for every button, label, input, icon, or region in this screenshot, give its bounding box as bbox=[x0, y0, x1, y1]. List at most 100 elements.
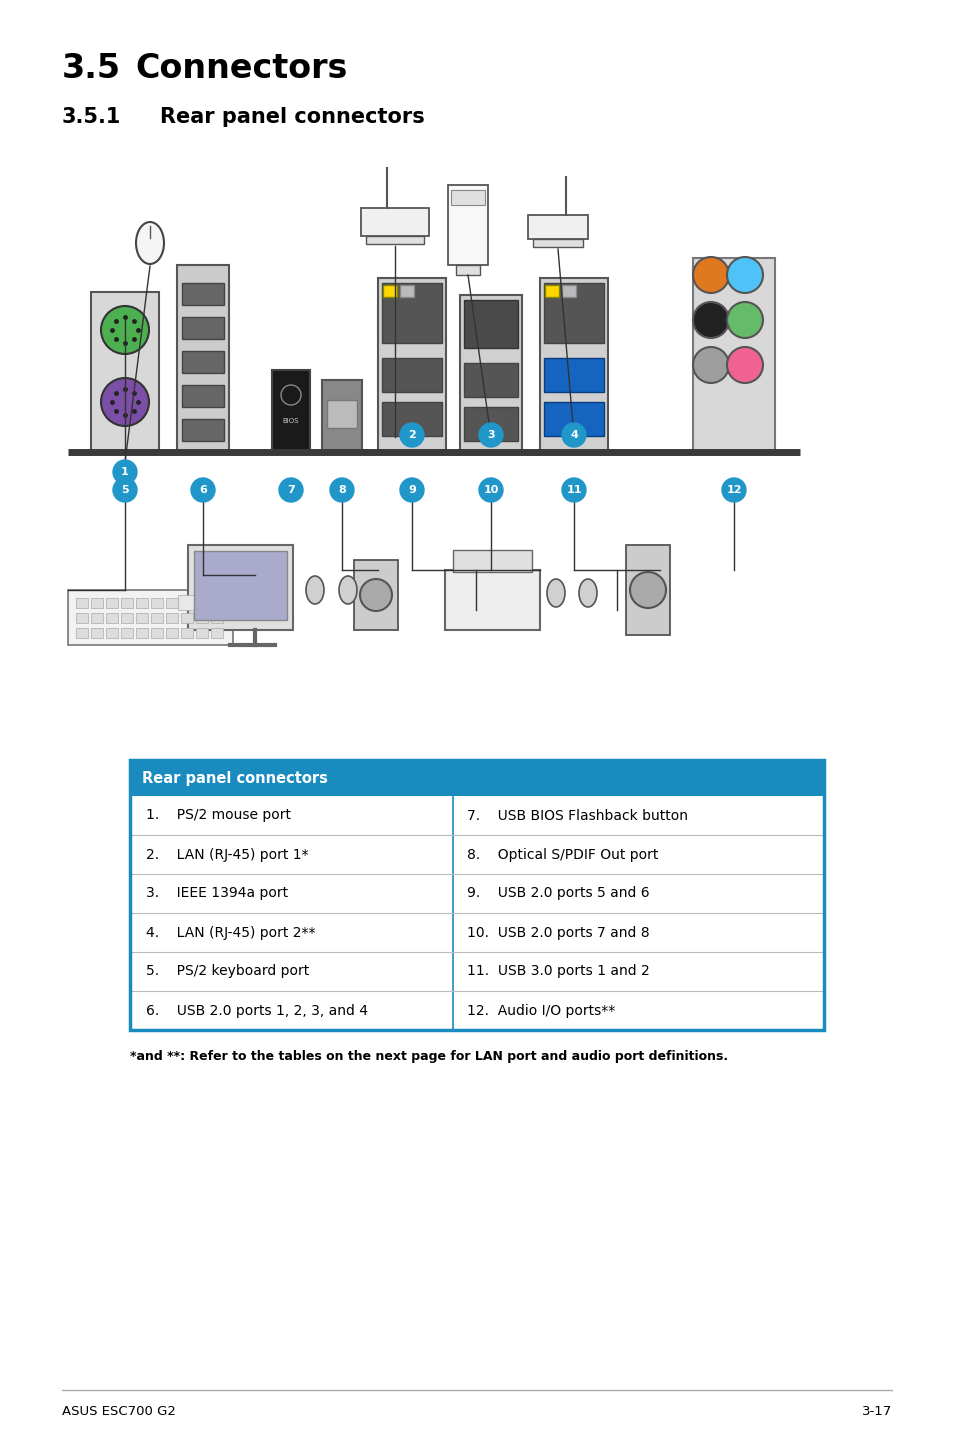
Text: 1: 1 bbox=[121, 467, 129, 477]
Circle shape bbox=[399, 477, 423, 502]
Ellipse shape bbox=[338, 577, 356, 604]
Text: Rear panel connectors: Rear panel connectors bbox=[142, 771, 328, 785]
Bar bbox=[272, 370, 310, 452]
Bar bbox=[166, 598, 178, 608]
Bar bbox=[451, 190, 484, 206]
Circle shape bbox=[726, 257, 762, 293]
Circle shape bbox=[629, 572, 665, 608]
Circle shape bbox=[101, 378, 149, 426]
Circle shape bbox=[692, 302, 728, 338]
Bar bbox=[195, 613, 208, 623]
Circle shape bbox=[191, 477, 214, 502]
Bar bbox=[193, 551, 287, 620]
Text: 3.5.1: 3.5.1 bbox=[62, 106, 121, 127]
Circle shape bbox=[478, 477, 502, 502]
Text: 4.    LAN (RJ-45) port 2**: 4. LAN (RJ-45) port 2** bbox=[146, 926, 315, 939]
Text: 2.    LAN (RJ-45) port 1*: 2. LAN (RJ-45) port 1* bbox=[146, 847, 309, 861]
Bar bbox=[459, 295, 521, 452]
Circle shape bbox=[112, 460, 137, 485]
Bar bbox=[456, 265, 479, 275]
Bar bbox=[381, 403, 441, 436]
Circle shape bbox=[399, 423, 423, 447]
Bar bbox=[533, 239, 582, 247]
Bar bbox=[182, 283, 224, 305]
Ellipse shape bbox=[136, 221, 164, 265]
Text: Rear panel connectors: Rear panel connectors bbox=[160, 106, 424, 127]
Text: 3.5: 3.5 bbox=[62, 52, 121, 85]
Circle shape bbox=[692, 347, 728, 383]
Bar bbox=[453, 549, 532, 572]
Circle shape bbox=[112, 477, 137, 502]
Text: 11.  USB 3.0 ports 1 and 2: 11. USB 3.0 ports 1 and 2 bbox=[466, 965, 649, 978]
Bar bbox=[106, 613, 118, 623]
Bar bbox=[544, 285, 558, 298]
Text: 12.  Audio I/O ports**: 12. Audio I/O ports** bbox=[466, 1004, 615, 1018]
Bar bbox=[121, 598, 132, 608]
Bar bbox=[177, 265, 229, 452]
Bar bbox=[463, 362, 517, 397]
Bar bbox=[130, 761, 823, 1030]
Bar bbox=[166, 613, 178, 623]
Bar bbox=[692, 257, 774, 452]
Bar bbox=[91, 292, 159, 452]
Text: 12: 12 bbox=[725, 485, 741, 495]
Circle shape bbox=[692, 257, 728, 293]
Text: 11: 11 bbox=[566, 485, 581, 495]
Text: 7: 7 bbox=[287, 485, 294, 495]
Bar bbox=[366, 236, 423, 244]
Bar bbox=[151, 598, 163, 608]
Bar bbox=[211, 628, 223, 638]
Text: 6: 6 bbox=[199, 485, 207, 495]
Bar bbox=[182, 316, 224, 339]
Circle shape bbox=[561, 423, 585, 447]
Text: 5: 5 bbox=[121, 485, 129, 495]
Text: ASUS ESC700 G2: ASUS ESC700 G2 bbox=[62, 1405, 175, 1418]
Bar bbox=[76, 598, 88, 608]
Bar bbox=[91, 613, 103, 623]
Ellipse shape bbox=[546, 580, 564, 607]
Bar bbox=[182, 418, 224, 441]
Bar bbox=[121, 613, 132, 623]
Bar bbox=[561, 285, 576, 298]
Circle shape bbox=[278, 477, 303, 502]
Circle shape bbox=[721, 477, 745, 502]
Bar bbox=[178, 595, 223, 610]
Bar bbox=[68, 590, 233, 646]
Bar bbox=[382, 285, 396, 298]
Bar bbox=[463, 407, 517, 441]
Text: BIOS: BIOS bbox=[282, 418, 299, 424]
Bar bbox=[181, 598, 193, 608]
Bar bbox=[543, 358, 603, 393]
Bar bbox=[527, 216, 587, 239]
Text: 8: 8 bbox=[337, 485, 346, 495]
Bar bbox=[182, 385, 224, 407]
Bar bbox=[136, 628, 148, 638]
Text: *and **: Refer to the tables on the next page for LAN port and audio port defini: *and **: Refer to the tables on the next… bbox=[130, 1050, 727, 1063]
Bar bbox=[181, 613, 193, 623]
Circle shape bbox=[281, 385, 301, 406]
Bar bbox=[354, 559, 397, 630]
Text: 6.    USB 2.0 ports 1, 2, 3, and 4: 6. USB 2.0 ports 1, 2, 3, and 4 bbox=[146, 1004, 368, 1018]
Bar bbox=[463, 301, 517, 348]
Bar bbox=[322, 380, 361, 452]
Bar bbox=[360, 209, 429, 236]
Bar bbox=[195, 598, 208, 608]
Text: 5.    PS/2 keyboard port: 5. PS/2 keyboard port bbox=[146, 965, 309, 978]
Bar bbox=[444, 569, 539, 630]
Circle shape bbox=[359, 580, 392, 611]
Text: 7.    USB BIOS Flashback button: 7. USB BIOS Flashback button bbox=[466, 808, 687, 823]
Bar bbox=[91, 598, 103, 608]
Circle shape bbox=[478, 423, 502, 447]
Bar bbox=[211, 598, 223, 608]
Text: 10: 10 bbox=[483, 485, 498, 495]
Text: 9: 9 bbox=[408, 485, 416, 495]
Text: Connectors: Connectors bbox=[135, 52, 347, 85]
Bar bbox=[543, 403, 603, 436]
Text: 3.    IEEE 1394a port: 3. IEEE 1394a port bbox=[146, 886, 288, 900]
Ellipse shape bbox=[578, 580, 597, 607]
Text: 9.    USB 2.0 ports 5 and 6: 9. USB 2.0 ports 5 and 6 bbox=[466, 886, 649, 900]
Bar bbox=[130, 761, 823, 797]
Bar bbox=[539, 278, 607, 452]
Text: 10.  USB 2.0 ports 7 and 8: 10. USB 2.0 ports 7 and 8 bbox=[466, 926, 649, 939]
Text: 2: 2 bbox=[408, 430, 416, 440]
